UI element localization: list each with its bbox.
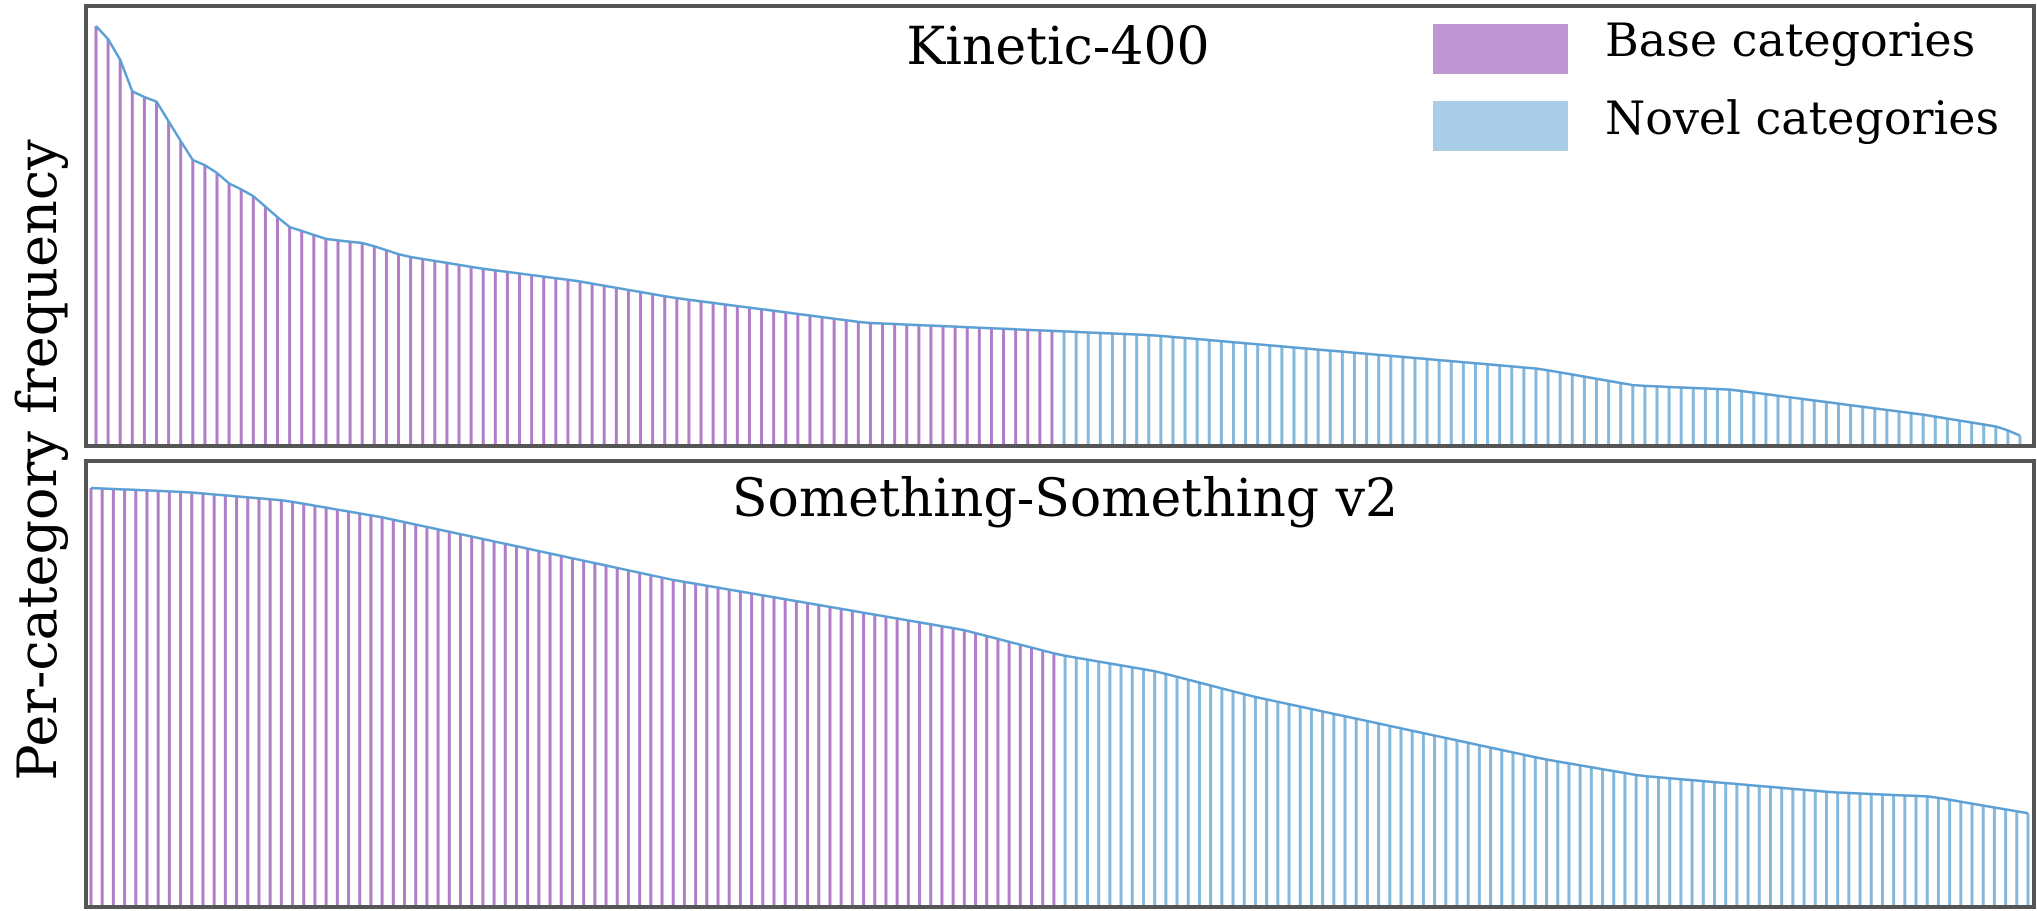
- legend: Base categories Novel categories: [1433, 13, 1999, 151]
- legend-label-novel: Novel categories: [1605, 91, 1999, 145]
- legend-swatch-novel: [1433, 101, 1568, 151]
- panel-kinetic-400: Kinetic-400 Base categories Novel catego…: [84, 4, 2036, 448]
- panel-frame-bottom: [84, 459, 2036, 909]
- legend-label-base: Base categories: [1605, 13, 1975, 67]
- panel-title-bottom: Something-Something v2: [732, 469, 1398, 529]
- bar-series-bottom: [89, 488, 2030, 905]
- panel-title-top: Kinetic-400: [906, 17, 1209, 77]
- outline-line-bottom: [90, 486, 2029, 815]
- legend-swatch-base: [1433, 24, 1568, 74]
- y-axis-label: Per-category frequency: [6, 139, 69, 781]
- outline-line-top: [95, 25, 2021, 437]
- bar-series-top: [94, 26, 2022, 444]
- panel-something-something-v2: Something-Something v2: [84, 459, 2036, 909]
